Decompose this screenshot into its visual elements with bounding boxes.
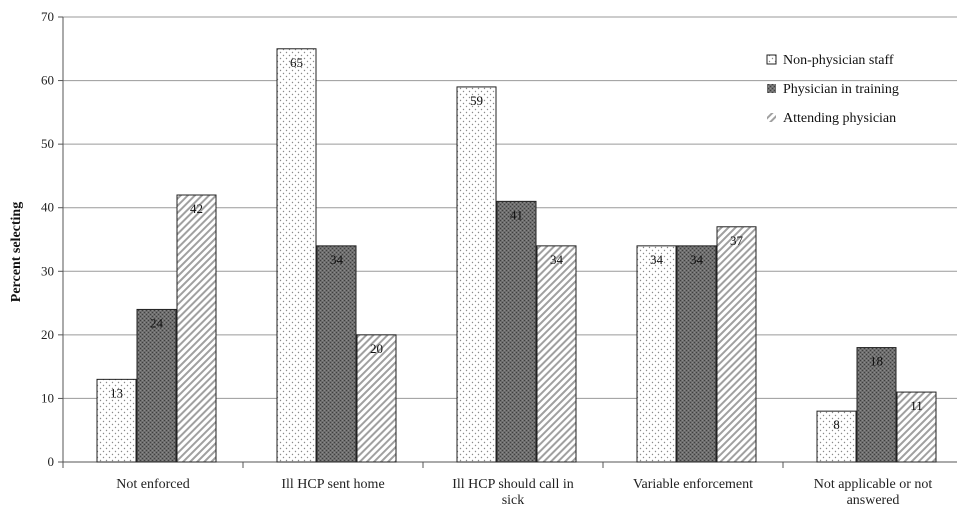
- y-tick-labels: 0 10 20 30 40 50 60 70: [41, 9, 54, 469]
- category-label: answered: [847, 493, 900, 508]
- data-label: 18: [870, 354, 883, 369]
- data-label: 34: [330, 252, 344, 267]
- bar-dense: [136, 308, 177, 463]
- bar-diagonal: [536, 245, 577, 463]
- category-label: Not enforced: [116, 477, 189, 492]
- data-label: 34: [650, 252, 664, 267]
- data-label: 24: [150, 315, 164, 330]
- category-label: sick: [502, 493, 525, 508]
- data-label: 20: [370, 341, 383, 356]
- bar-dots: [456, 86, 497, 463]
- y-tick-label: 20: [41, 327, 54, 342]
- bar-dense: [676, 245, 717, 463]
- data-label: 41: [510, 207, 523, 222]
- bar-diagonal: [716, 226, 757, 463]
- data-labels: 13 24 42 65 34 20 59 41 34 34 34 37 8 18 11: [110, 55, 923, 432]
- bar-dense: [496, 200, 537, 463]
- data-label: 37: [730, 233, 744, 248]
- data-label: 42: [190, 201, 203, 216]
- category-label: Ill HCP should call in: [452, 477, 574, 492]
- y-axis-label: Percent selecting: [9, 202, 24, 302]
- legend-swatch-dots: [766, 54, 777, 65]
- legend-label: Non-physician staff: [783, 53, 894, 68]
- y-tick-label: 10: [41, 390, 54, 405]
- legend-label: Physician in training: [783, 82, 899, 97]
- bar-diagonal: [896, 391, 937, 463]
- y-tick-label: 0: [48, 454, 55, 469]
- data-label: 34: [550, 252, 564, 267]
- y-tick-label: 70: [41, 9, 54, 24]
- data-label: 34: [690, 252, 704, 267]
- bar-dots: [276, 48, 317, 463]
- y-tick-label: 30: [41, 263, 54, 278]
- category-label: Variable enforcement: [633, 477, 753, 492]
- data-label: 11: [910, 398, 923, 413]
- data-label: 65: [290, 55, 303, 70]
- data-label: 13: [110, 385, 123, 400]
- bar-dots: [816, 410, 857, 463]
- data-label: 8: [833, 417, 840, 432]
- legend-swatch-diagonal: [767, 113, 776, 122]
- bar-dots: [636, 245, 677, 463]
- bars: [96, 48, 937, 463]
- bar-dots: [96, 378, 137, 463]
- y-tick-label: 40: [41, 200, 54, 215]
- bar-diagonal: [356, 334, 397, 463]
- legend: Non-physician staff Physician in training…: [766, 53, 899, 126]
- bar-diagonal: [176, 194, 217, 463]
- y-tick-label: 60: [41, 73, 54, 88]
- y-tick-label: 50: [41, 136, 54, 151]
- category-label: Not applicable or not: [814, 477, 933, 492]
- data-label: 59: [470, 93, 483, 108]
- bar-dense: [856, 347, 897, 463]
- bar-dense: [316, 245, 357, 463]
- category-label: Ill HCP sent home: [281, 477, 384, 492]
- legend-swatch-dense: [767, 84, 776, 93]
- category-labels: Not enforced Ill HCP sent home Ill HCP sho…: [116, 477, 932, 508]
- legend-label: Attending physician: [783, 111, 896, 126]
